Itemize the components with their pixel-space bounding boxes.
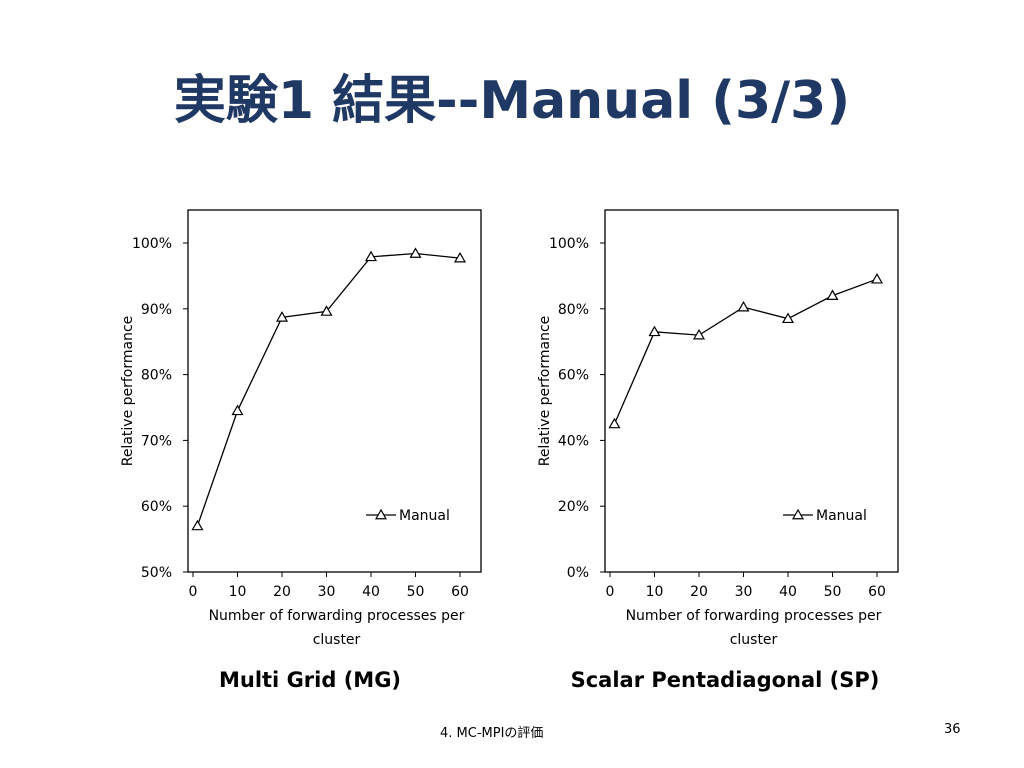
legend-marker xyxy=(374,508,388,520)
x-axis-label-line: Number of forwarding processes per xyxy=(209,608,465,624)
data-point xyxy=(231,404,244,416)
x-axis-label: Number of forwarding processes per cluste… xyxy=(626,608,882,648)
x-tick-label: 10 xyxy=(229,584,247,600)
data-point xyxy=(275,311,289,322)
data-point xyxy=(781,312,795,324)
x-tick-label: 40 xyxy=(362,584,380,600)
series-line-manual xyxy=(613,278,878,425)
y-tick-label: 60% xyxy=(558,368,589,384)
data-point xyxy=(737,300,750,312)
y-tick-label: 50% xyxy=(141,565,172,581)
data-point xyxy=(191,519,204,531)
y-tick-label: 100% xyxy=(132,236,172,252)
slide-title: 実験1 結果--Manual (3/3) xyxy=(173,71,851,131)
x-axis-label-line: cluster xyxy=(313,632,361,648)
footer-text: 4. MC-MPIの評価 xyxy=(440,726,544,741)
x-tick-label: 30 xyxy=(318,584,336,600)
x-axis-label-line: cluster xyxy=(730,632,778,648)
y-tick-label: 80% xyxy=(141,368,172,384)
x-tick-label: 20 xyxy=(690,584,708,600)
x-tick-label: 50 xyxy=(824,584,842,600)
y-tick-label: 80% xyxy=(558,302,589,318)
y-tick-label: 0% xyxy=(567,565,589,581)
plot-frame xyxy=(604,209,899,573)
data-point xyxy=(648,325,661,337)
data-point xyxy=(364,250,378,262)
page-number: 36 xyxy=(944,722,961,737)
x-tick-label: 30 xyxy=(735,584,753,600)
x-axis-label: Number of forwarding processes per cluste… xyxy=(209,608,465,648)
x-axis-label-line: Number of forwarding processes per xyxy=(626,608,882,624)
y-tick-label: 60% xyxy=(141,499,172,515)
chart-svg: 0% 20% 40% 60% 80% 100% 0 10 20 30 40 50 60 Relative … xyxy=(537,209,899,648)
legend-marker xyxy=(791,508,805,520)
data-point xyxy=(870,272,884,284)
y-tick-label: 40% xyxy=(558,433,589,449)
x-tick-label: 10 xyxy=(646,584,664,600)
data-point xyxy=(453,251,467,263)
chart-caption-sp: Scalar Pentadiagonal (SP) xyxy=(570,668,880,692)
x-tick-label: 60 xyxy=(868,584,886,600)
x-tick-label: 60 xyxy=(451,584,469,600)
data-point xyxy=(409,247,422,258)
legend-label: Manual xyxy=(816,508,867,524)
data-point xyxy=(320,305,333,316)
chart-svg: 50% 60% 70% 80% 90% 100% 0 10 20 30 40 50 60 Relative… xyxy=(120,209,482,648)
y-tick-label: 100% xyxy=(549,236,589,252)
y-axis-label: Relative performance xyxy=(537,316,553,467)
y-axis-label: Relative performance xyxy=(120,316,136,467)
chart-multi-grid: 50% 60% 70% 80% 90% 100% 0 10 20 30 40 50 60 Relative… xyxy=(100,200,500,660)
legend-label: Manual xyxy=(399,508,450,524)
data-point xyxy=(692,328,706,340)
y-tick-label: 70% xyxy=(141,433,172,449)
y-tick-label: 90% xyxy=(141,302,172,318)
x-tick-label: 0 xyxy=(606,584,615,600)
data-point xyxy=(826,289,839,300)
series-line-manual xyxy=(196,252,461,527)
x-tick-label: 50 xyxy=(407,584,425,600)
x-tick-label: 20 xyxy=(273,584,291,600)
chart-caption-mg: Multi Grid (MG) xyxy=(218,668,402,692)
chart-scalar-pentadiagonal: 0% 20% 40% 60% 80% 100% 0 10 20 30 40 50 60 Relative … xyxy=(517,200,917,660)
x-tick-label: 40 xyxy=(779,584,797,600)
plot-frame xyxy=(187,209,482,573)
data-point xyxy=(608,417,621,429)
x-tick-label: 0 xyxy=(189,584,198,600)
y-tick-label: 20% xyxy=(558,499,589,515)
